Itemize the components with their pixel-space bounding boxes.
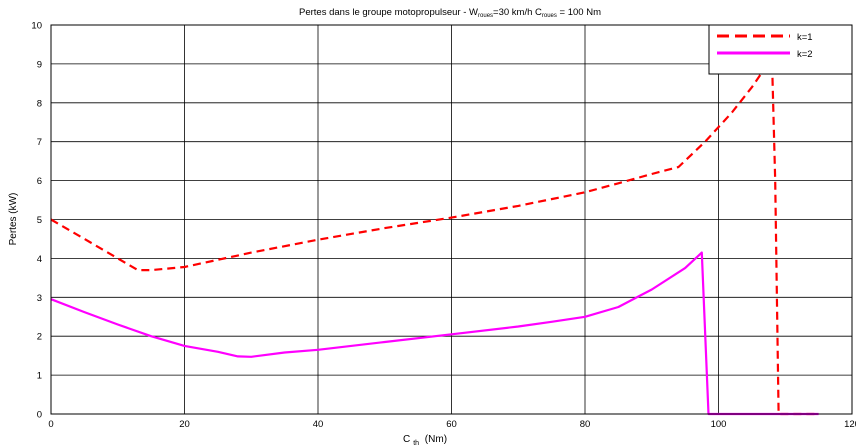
y-tick-label: 0 xyxy=(37,410,42,421)
y-axis-label: Pertes (kW) xyxy=(8,193,19,246)
x-axis-label-unit: (Nm) xyxy=(422,434,447,445)
y-tick-label: 6 xyxy=(37,176,42,187)
x-tick-label: 40 xyxy=(313,419,324,430)
series-line-k2 xyxy=(50,251,819,416)
y-tick-label: 8 xyxy=(37,98,42,109)
legend-label-k1: k=1 xyxy=(797,32,813,43)
y-tick-label: 10 xyxy=(31,21,42,32)
x-tick-label: 120 xyxy=(844,419,856,430)
x-tick-label: 0 xyxy=(48,419,53,430)
title-prefix: Pertes dans le groupe motopropulseur - W xyxy=(299,7,478,18)
plot-frame xyxy=(50,24,853,415)
y-tick-label: 5 xyxy=(37,215,42,226)
x-tick-label: 100 xyxy=(711,419,727,430)
x-axis-label-main: C xyxy=(403,434,410,445)
chart-title: Pertes dans le groupe motopropulseur - W… xyxy=(299,7,601,19)
series-line-k1 xyxy=(50,54,819,416)
title-suffix: = 100 Nm xyxy=(557,7,601,18)
x-tick-label: 20 xyxy=(179,419,190,430)
x-tick-label: 60 xyxy=(446,419,457,430)
tick-labels: 0 20 40 60 80 100 120 0 1 2 3 4 5 6 7 8 9 10 xyxy=(31,21,856,431)
title-subscript-1: roues xyxy=(478,13,493,19)
y-tick-label: 7 xyxy=(37,137,42,148)
x-axis-label-subscript: th xyxy=(413,440,419,447)
title-mid: =30 km/h C xyxy=(493,7,542,18)
y-tick-label: 3 xyxy=(37,293,42,304)
series-layer xyxy=(50,54,819,416)
y-tick-label: 2 xyxy=(37,332,42,343)
legend-box xyxy=(708,24,853,75)
y-tick-label: 4 xyxy=(37,254,42,265)
y-tick-label: 9 xyxy=(37,59,42,70)
y-tick-label: 1 xyxy=(37,371,42,382)
x-tick-label: 80 xyxy=(580,419,591,430)
title-subscript-2: roues xyxy=(542,13,557,19)
legend-label-k2: k=2 xyxy=(797,49,813,60)
legend: k=1 k=2 xyxy=(708,24,853,75)
